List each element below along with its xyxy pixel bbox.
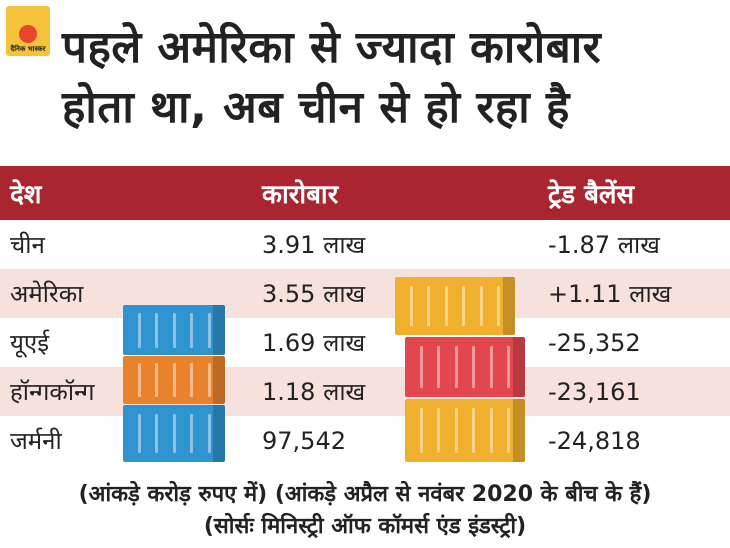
country-cell: यूएई [10, 329, 49, 357]
balance-cell: -24,818 [548, 426, 641, 455]
table-row: चीन 3.91 लाख -1.87 लाख [0, 220, 730, 269]
container-yellow-bottom-icon [405, 399, 525, 462]
logo-text: दैनिक भास्कर [10, 45, 46, 53]
container-blue-top-icon [123, 305, 225, 355]
header-trade: कारोबार [262, 180, 339, 210]
container-blue-bottom-icon [123, 405, 225, 462]
country-cell: जर्मनी [10, 427, 62, 455]
balance-cell: +1.11 लाख [548, 280, 672, 308]
source-note: (सोर्सः मिनिस्ट्री ऑफ कॉमर्स एंड इंडस्ट्… [203, 514, 527, 539]
trade-table: देश कारोबार ट्रेड बैलेंस चीन 3.91 लाख -1… [0, 166, 730, 465]
header-country: देश [10, 180, 42, 210]
unit-note: (आंकड़े करोड़ रुपए में) [78, 482, 268, 507]
title-line-2: होता था, अब चीन से हो रहा है [62, 82, 570, 133]
page-title: पहले अमेरिका से ज्यादा कारोबार होता था, … [62, 18, 722, 138]
container-red-icon [405, 337, 525, 397]
header-balance: ट्रेड बैलेंस [548, 180, 635, 210]
trade-cell: 1.18 लाख [262, 378, 366, 406]
country-cell: हॉन्गकॉन्ग [10, 378, 95, 406]
balance-cell: -25,352 [548, 328, 641, 357]
trade-cell: 3.55 लाख [262, 280, 366, 308]
container-yellow-top-icon [395, 277, 515, 335]
brand-logo: दैनिक भास्कर [6, 6, 50, 56]
footnote-line-1: (आंकड़े करोड़ रुपए में) (आंकड़े अप्रैल स… [0, 478, 730, 508]
table-row: यूएई 1.69 लाख -25,352 [0, 318, 730, 367]
table-row: अमेरिका 3.55 लाख +1.11 लाख [0, 269, 730, 318]
table-header: देश कारोबार ट्रेड बैलेंस [0, 166, 730, 220]
country-cell: चीन [10, 231, 45, 259]
table-row: जर्मनी 97,542 -24,818 [0, 416, 730, 465]
country-cell: अमेरिका [10, 280, 84, 308]
trade-cell: 97,542 [262, 426, 346, 455]
table-row: हॉन्गकॉन्ग 1.18 लाख -23,161 [0, 367, 730, 416]
logo-sun-icon [19, 25, 37, 43]
trade-cell: 3.91 लाख [262, 231, 366, 259]
title-line-1: पहले अमेरिका से ज्यादा कारोबार [62, 22, 602, 73]
trade-cell: 1.69 लाख [262, 329, 366, 357]
period-note: (आंकड़े अप्रैल से नवंबर 2020 के बीच के ह… [274, 482, 652, 507]
balance-cell: -23,161 [548, 377, 641, 406]
container-orange-icon [123, 356, 225, 404]
balance-cell: -1.87 लाख [548, 231, 660, 259]
